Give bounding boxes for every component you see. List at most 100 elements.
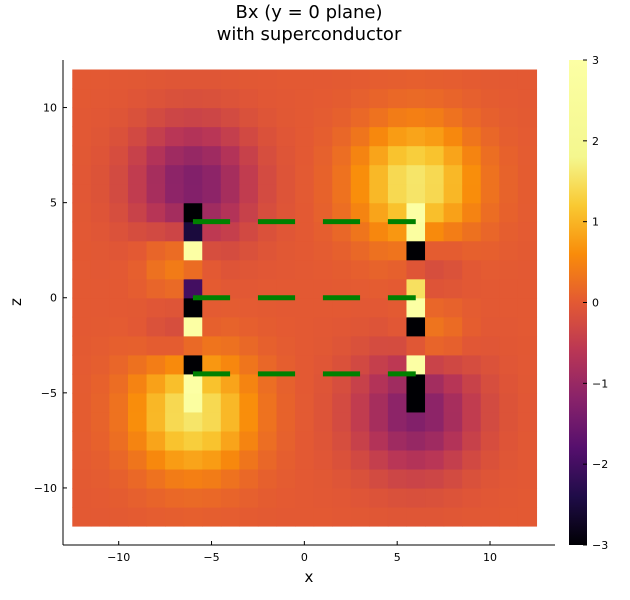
heatmap-cell: [165, 392, 185, 413]
heatmap-cell: [406, 183, 426, 204]
heatmap-cell: [109, 392, 129, 413]
heatmap-cell: [239, 411, 259, 432]
heatmap-cell: [387, 107, 408, 128]
heatmap-cell: [146, 411, 166, 432]
heatmap-cell: [239, 468, 259, 489]
heatmap-cell: [183, 468, 203, 489]
heatmap-cell: [127, 468, 148, 489]
heatmap-cell: [257, 240, 278, 261]
heatmap-cell: [146, 487, 166, 508]
heatmap-cell: [220, 126, 240, 147]
heatmap-cell: [443, 430, 463, 451]
heatmap-cell: [239, 202, 259, 223]
heatmap-cell: [202, 335, 222, 356]
heatmap-cell: [90, 506, 111, 527]
heatmap-cell: [183, 411, 203, 432]
heatmap-cell: [350, 240, 370, 261]
heatmap-cell: [90, 354, 111, 375]
heatmap-cell: [295, 126, 315, 147]
heatmap-cell: [202, 411, 222, 432]
heatmap-cell: [387, 335, 408, 356]
heatmap-cell: [276, 468, 296, 489]
heatmap-cell: [295, 506, 315, 527]
heatmap-cell: [443, 468, 463, 489]
heatmap-cell: [72, 278, 92, 299]
heatmap-cell: [239, 145, 259, 166]
heatmap-cell: [183, 354, 203, 375]
heatmap-cell: [443, 506, 463, 527]
heatmap-cell: [350, 69, 370, 90]
heatmap-cell: [165, 354, 185, 375]
heatmap-cell: [443, 411, 463, 432]
heatmap-cell: [72, 69, 92, 90]
heatmap-cell: [72, 202, 92, 223]
heatmap-cell: [462, 373, 482, 394]
heatmap-cell: [369, 392, 389, 413]
heatmap-cell: [406, 202, 426, 223]
heatmap-cell: [109, 69, 129, 90]
heatmap-cell: [462, 240, 482, 261]
heatmap-cell: [462, 126, 482, 147]
heatmap-cell: [276, 240, 296, 261]
heatmap-cell: [517, 278, 538, 299]
heatmap-cell: [313, 316, 333, 337]
heatmap-cell: [425, 164, 445, 185]
heatmap-cell: [165, 335, 185, 356]
heatmap-cell: [350, 164, 370, 185]
heatmap-cell: [109, 240, 129, 261]
heatmap-cell: [183, 126, 203, 147]
heatmap-cell: [480, 430, 500, 451]
heatmap-cell: [406, 164, 426, 185]
colorbar-tick-label: −2: [592, 458, 608, 471]
heatmap-cell: [90, 487, 111, 508]
heatmap-cell: [183, 335, 203, 356]
heatmap-cell: [257, 316, 278, 337]
heatmap-cell: [295, 468, 315, 489]
heatmap-cell: [499, 506, 519, 527]
heatmap-cell: [202, 240, 222, 261]
heatmap-cell: [220, 468, 240, 489]
heatmap-cell: [90, 221, 111, 242]
heatmap-cell: [480, 69, 500, 90]
heatmap-cell: [276, 259, 296, 280]
heatmap-cell: [127, 202, 148, 223]
heatmap-cell: [257, 221, 278, 242]
heatmap-cell: [127, 145, 148, 166]
heatmap-cell: [332, 297, 352, 318]
heatmap-cell: [183, 88, 203, 109]
heatmap-cell: [257, 278, 278, 299]
heatmap-cell: [517, 316, 538, 337]
heatmap-cell: [462, 411, 482, 432]
heatmap-cell: [406, 335, 426, 356]
heatmap-cell: [313, 69, 333, 90]
heatmap-cell: [369, 240, 389, 261]
heatmap-cell: [127, 354, 148, 375]
heatmap-cell: [202, 107, 222, 128]
heatmap-cell: [406, 297, 426, 318]
heatmap-cell: [127, 221, 148, 242]
heatmap-cell: [127, 449, 148, 470]
heatmap-cell: [332, 221, 352, 242]
heatmap-cell: [462, 430, 482, 451]
heatmap-cell: [127, 335, 148, 356]
heatmap-cell: [369, 221, 389, 242]
heatmap-cell: [257, 69, 278, 90]
heatmap-cell: [257, 373, 278, 394]
heatmap-cell: [239, 183, 259, 204]
colorbar-tick-label: −3: [592, 539, 608, 552]
heatmap-cell: [443, 88, 463, 109]
heatmap-cell: [109, 316, 129, 337]
heatmap-cell: [165, 297, 185, 318]
heatmap-cell: [443, 354, 463, 375]
heatmap-cell: [165, 373, 185, 394]
heatmap-cell: [202, 221, 222, 242]
heatmap-cell: [480, 506, 500, 527]
heatmap-cell: [369, 430, 389, 451]
heatmap-cell: [183, 202, 203, 223]
heatmap-cell: [369, 69, 389, 90]
heatmap-cell: [406, 278, 426, 299]
heatmap-cell: [127, 88, 148, 109]
heatmap-cell: [313, 88, 333, 109]
heatmap-cell: [480, 316, 500, 337]
heatmap-cell: [332, 183, 352, 204]
